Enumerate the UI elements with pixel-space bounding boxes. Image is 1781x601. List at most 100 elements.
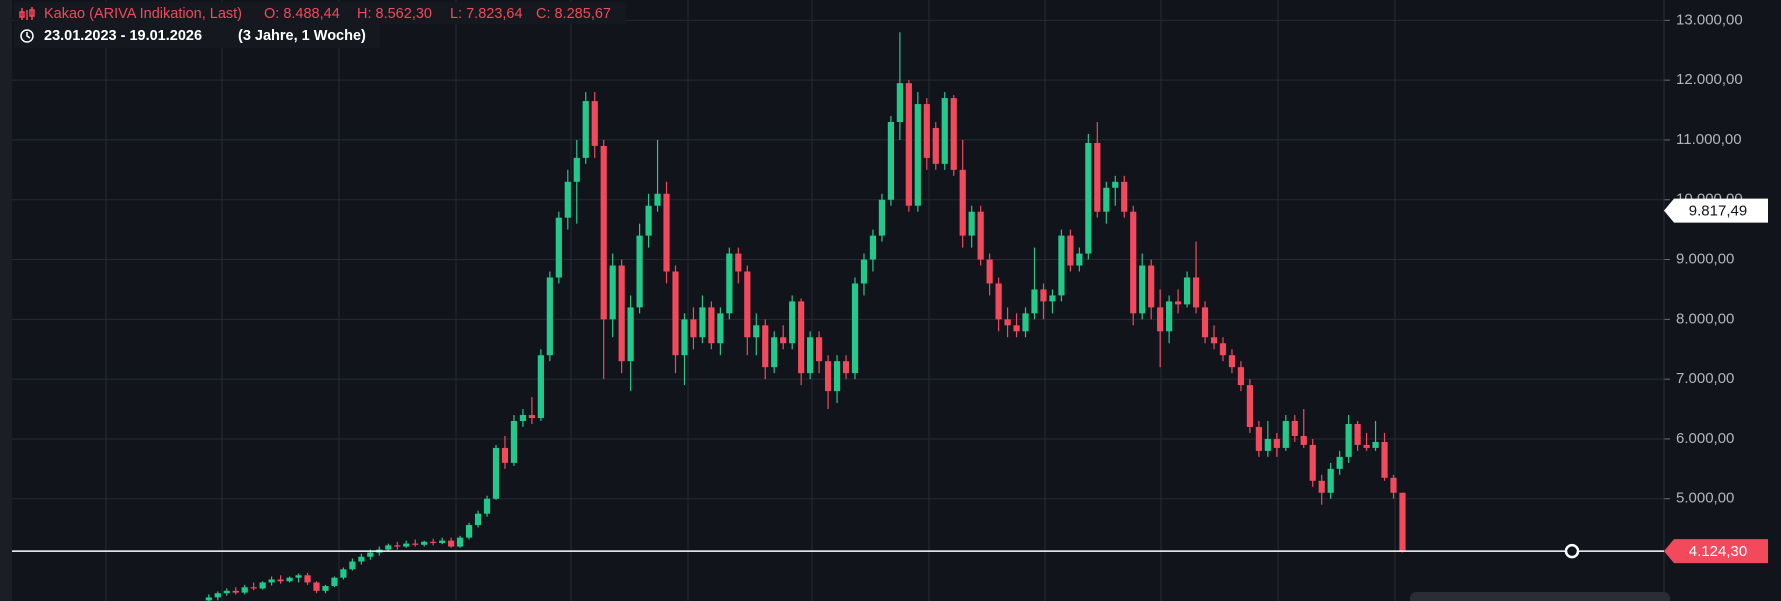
legend-bg — [14, 2, 626, 24]
candle-body — [699, 307, 706, 338]
candle-body — [1183, 277, 1191, 305]
candle-body — [268, 579, 275, 583]
candle-body — [591, 101, 598, 146]
candle-body — [555, 217, 562, 278]
price-label-box — [1664, 198, 1768, 223]
candle-body — [636, 235, 643, 308]
candle-body — [1300, 435, 1307, 445]
candle-body — [501, 447, 509, 463]
candle-body — [1210, 337, 1218, 344]
candle-body — [681, 319, 688, 356]
candle-body — [457, 537, 464, 547]
candle-body — [232, 590, 239, 593]
toolbar[interactable] — [1410, 592, 1670, 601]
candle-body — [1246, 385, 1253, 427]
legend-high: H: 8.562,30 — [357, 6, 432, 22]
left-strip — [0, 0, 12, 601]
candle-body — [519, 415, 527, 421]
candle-body — [932, 127, 939, 164]
candle-body — [421, 541, 428, 545]
candle-body — [824, 361, 832, 392]
y-tick-label: 13.000,00 — [1676, 11, 1743, 28]
y-tick-label: 5.000,00 — [1676, 490, 1734, 507]
candle-body — [295, 575, 302, 578]
candle-body — [771, 337, 778, 368]
candle-body — [313, 582, 320, 591]
candle-body — [1264, 438, 1271, 451]
candle-body — [1004, 319, 1011, 326]
candle-body — [465, 525, 473, 538]
candle-body — [340, 569, 347, 578]
candle-body — [492, 447, 500, 499]
candle-body — [1273, 438, 1280, 448]
candle-body — [959, 169, 966, 236]
candle-body — [780, 337, 787, 344]
candle-body — [1336, 456, 1343, 469]
candle-body — [798, 301, 805, 374]
candle-body — [896, 83, 903, 122]
candle-body — [1040, 289, 1047, 302]
range-bg — [14, 24, 380, 48]
candle-body — [1094, 142, 1101, 212]
candle-body — [510, 420, 518, 463]
candle-body — [277, 579, 284, 582]
candle-body — [214, 593, 221, 598]
legend-icon — [19, 7, 35, 20]
candle-body — [816, 337, 823, 362]
date-range: 23.01.2023 - 19.01.2026 — [44, 28, 202, 44]
candle-body — [986, 259, 993, 284]
candle-body — [672, 271, 679, 356]
candle-body — [1345, 423, 1352, 457]
legend-close: C: 8.285,67 — [536, 6, 611, 22]
candle-body — [744, 271, 751, 338]
candle-body — [286, 577, 293, 582]
candle-body — [250, 587, 257, 589]
candle-body — [394, 545, 401, 547]
clock-icon — [20, 29, 34, 43]
candle-body — [412, 543, 419, 545]
legend-low: L: 7.823,64 — [450, 6, 523, 22]
candle-body — [717, 313, 724, 344]
candle-body — [860, 259, 868, 284]
candle-body — [1166, 301, 1173, 332]
candle-body — [1157, 307, 1164, 332]
candle-body — [1318, 480, 1325, 493]
candle-body — [914, 104, 921, 206]
candle-body — [1363, 444, 1370, 448]
candle-body — [1175, 301, 1182, 305]
candle-body — [851, 283, 859, 374]
legend-name: Kakao (ARIVA Indikation, Last) — [44, 6, 242, 22]
candle-body — [663, 193, 670, 272]
candle-body — [762, 325, 769, 368]
candle-body — [887, 121, 894, 200]
candle-body — [1381, 441, 1388, 478]
candle-body — [1372, 441, 1379, 448]
candle-body — [600, 145, 607, 320]
candle-body — [241, 587, 248, 593]
candle-body — [789, 301, 796, 344]
candle-body — [878, 199, 886, 236]
candle-body — [1067, 235, 1074, 266]
candle-body — [1327, 468, 1334, 493]
candle-body — [304, 575, 311, 583]
candle-body — [753, 325, 760, 338]
candle-body — [564, 181, 571, 218]
candle-body — [358, 556, 365, 562]
candle-body — [403, 543, 410, 547]
y-tick-label: 9.000,00 — [1676, 251, 1734, 268]
candle-body — [950, 98, 957, 170]
candle-body — [1219, 343, 1227, 356]
legend-open: O: 8.488,44 — [264, 6, 340, 22]
candle-body — [645, 205, 652, 236]
candle-body — [708, 307, 715, 344]
candle-body — [582, 101, 589, 158]
y-tick-label: 12.000,00 — [1676, 71, 1743, 88]
candle-body — [1291, 420, 1298, 436]
candles — [205, 32, 1406, 601]
candle-body — [905, 83, 912, 206]
candle-body — [1228, 355, 1236, 368]
candle-body — [1148, 265, 1155, 308]
candle-body — [833, 361, 841, 392]
